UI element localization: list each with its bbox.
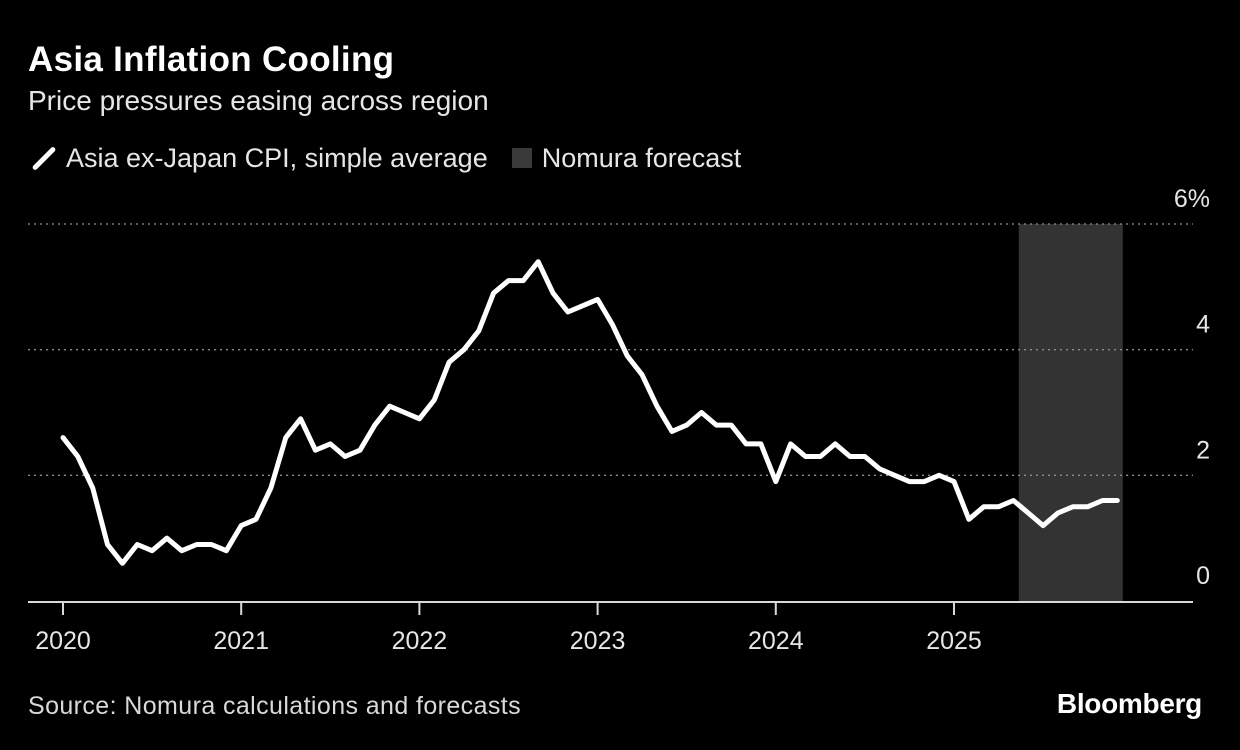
x-tick-label: 2020 [35, 627, 91, 655]
legend-forecast-label: Nomura forecast [541, 142, 742, 173]
y-tick-label: 2 [1196, 436, 1210, 464]
bloomberg-logo: Bloomberg [1056, 688, 1202, 719]
legend-series-label: Asia ex-Japan CPI, simple average [66, 142, 488, 173]
forecast-band [1018, 224, 1123, 601]
y-tick-label: 0 [1196, 562, 1210, 590]
chart-title: Asia Inflation Cooling [28, 40, 395, 79]
x-tick-label: 2023 [570, 627, 626, 655]
y-tick-label: 6% [1174, 185, 1210, 213]
legend: Asia ex-Japan CPI, simple average Nomura… [28, 140, 741, 176]
x-tick-label: 2021 [213, 627, 269, 655]
forecast-legend-icon [511, 148, 532, 168]
x-tick-label: 2024 [748, 627, 804, 655]
x-tick-label: 2022 [392, 627, 448, 655]
y-tick-label: 4 [1196, 311, 1210, 339]
chart-subtitle: Price pressures easing across region [28, 85, 489, 116]
cpi-series-line [60, 259, 1120, 566]
x-tick-label: 2025 [926, 627, 982, 655]
source-note: Source: Nomura calculations and forecast… [28, 692, 522, 720]
